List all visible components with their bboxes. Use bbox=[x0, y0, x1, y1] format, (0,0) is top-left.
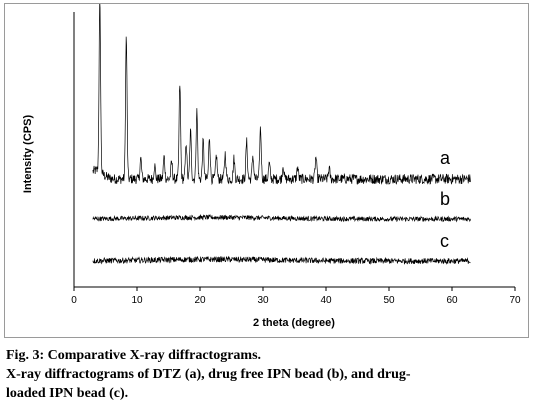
series-line-b bbox=[92, 213, 471, 223]
x-axis-title: 2 theta (degree) bbox=[253, 317, 335, 329]
figure-caption: Fig. 3: Comparative X-ray diffractograms… bbox=[6, 346, 528, 403]
x-tick-label: 40 bbox=[320, 295, 332, 306]
x-ticks: 0 10 20 30 40 50 60 70 bbox=[71, 287, 521, 306]
x-tick-label: 0 bbox=[71, 295, 77, 306]
xrd-chart: 0 10 20 30 40 50 60 70 a b c 2 theta (degree) Int… bbox=[22, 4, 521, 329]
x-tick-label: 10 bbox=[131, 295, 143, 306]
series-label-b: b bbox=[440, 189, 450, 209]
x-tick-label: 50 bbox=[383, 295, 395, 306]
x-tick-label: 30 bbox=[257, 295, 269, 306]
x-tick-label: 70 bbox=[509, 295, 521, 306]
caption-line-2: X-ray diffractograms of DTZ (a), drug fr… bbox=[6, 367, 411, 382]
series-line-a bbox=[92, 4, 471, 186]
series-lines: a b c bbox=[92, 4, 471, 265]
x-tick-label: 60 bbox=[446, 295, 458, 306]
y-axis-title: Intensity (CPS) bbox=[22, 115, 34, 194]
series-label-a: a bbox=[440, 148, 451, 168]
series-line-c bbox=[92, 255, 471, 265]
caption-line-3: loaded IPN bead (c). bbox=[6, 386, 129, 401]
caption-title: Fig. 3: Comparative X-ray diffractograms… bbox=[6, 348, 262, 363]
series-label-c: c bbox=[440, 231, 449, 251]
figure-frame: 0 10 20 30 40 50 60 70 a b c 2 theta (degree) Int… bbox=[4, 3, 529, 338]
x-tick-label: 20 bbox=[194, 295, 206, 306]
